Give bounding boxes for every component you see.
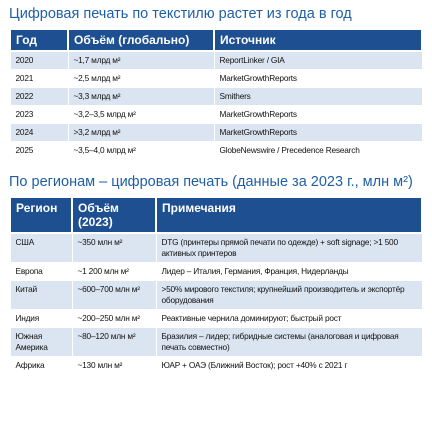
cell: ~80–120 млн м² bbox=[71, 327, 157, 357]
cell: 2023 bbox=[9, 105, 69, 124]
cell: ~1 200 млн м² bbox=[71, 262, 157, 281]
cell: ЮАР + ОАЭ (Ближний Восток); рост +40% с … bbox=[155, 356, 423, 375]
cell: ~2,5 млрд м² bbox=[67, 69, 215, 88]
row: Африка ~130 млн м² ЮАР + ОАЭ (Ближний Вост… bbox=[9, 356, 423, 375]
header-cell: Регион bbox=[9, 196, 73, 234]
cell: 2025 bbox=[9, 141, 69, 160]
cell: Южная Америка bbox=[9, 327, 73, 357]
header-text: Объём (2023) bbox=[78, 201, 119, 229]
regional-table: Регион Объём (2023) Примечания США ~350 млн … bbox=[9, 196, 423, 375]
cell: США bbox=[9, 232, 73, 263]
cell: ~3,5–4,0 млрд м² bbox=[67, 141, 215, 160]
cell: GlobeNewswire / Precedence Research bbox=[213, 141, 423, 160]
cell: MarketGrowthReports bbox=[213, 105, 423, 124]
header-text: Источник bbox=[220, 33, 276, 47]
header-cell: Объём (2023) bbox=[71, 196, 157, 234]
cell: Реактивные чернила доминируют; быстрый р… bbox=[155, 309, 423, 328]
header-text: Примечания bbox=[162, 201, 236, 215]
cell: ReportLinker / GIA bbox=[213, 50, 423, 70]
cell: ~600–700 млн м² bbox=[71, 280, 157, 310]
row: Индия ~200–250 млн м² Реактивные чернила д… bbox=[9, 309, 423, 328]
cell: ~3,2–3,5 млрд м² bbox=[67, 105, 215, 124]
row: 2025 ~3,5–4,0 млрд м² GlobeNewswire / Prec… bbox=[9, 141, 423, 160]
cell: >50% мирового текстиля; крупнейший произ… bbox=[155, 280, 423, 310]
cell: ~350 млн м² bbox=[71, 232, 157, 263]
yearly-table: Год Объём (глобально) Источник 2020 ~1,7 млр… bbox=[9, 28, 423, 160]
row: 2024 >3,2 млрд м² MarketGrowthReports bbox=[9, 123, 423, 142]
cell: MarketGrowthReports bbox=[213, 123, 423, 142]
row: Европа ~1 200 млн м² Лидер – Италия, Герма… bbox=[9, 262, 423, 281]
row: 2022 ~3,3 млрд м² Smithers bbox=[9, 87, 423, 106]
header-row: Год Объём (глобально) Источник bbox=[9, 28, 423, 52]
header-cell: Год bbox=[9, 28, 69, 52]
header-text: Год bbox=[16, 33, 37, 47]
header-cell: Объём (глобально) bbox=[67, 28, 215, 52]
cell: 2021 bbox=[9, 69, 69, 88]
cell: 2022 bbox=[9, 87, 69, 106]
cell: DTG (принтеры прямой печати по одежде) +… bbox=[155, 232, 423, 263]
cell: Лидер – Италия, Германия, Франция, Нидер… bbox=[155, 262, 423, 281]
title: Цифровая печать по текстилю растет из го… bbox=[9, 6, 352, 22]
title2: По регионам – цифровая печать (данные за… bbox=[9, 174, 413, 190]
cell: >3,2 млрд м² bbox=[67, 123, 215, 142]
row: США ~350 млн м² DTG (принтеры прямой печат… bbox=[9, 232, 423, 263]
row: 2020 ~1,7 млрд м² ReportLinker / GIA bbox=[9, 50, 423, 70]
cell: ~1,7 млрд м² bbox=[67, 50, 215, 70]
row: 2023 ~3,2–3,5 млрд м² MarketGrowthReports bbox=[9, 105, 423, 124]
cell: ~3,3 млрд м² bbox=[67, 87, 215, 106]
header-cell: Примечания bbox=[155, 196, 423, 234]
cell: Smithers bbox=[213, 87, 423, 106]
header-text: Объём (глобально) bbox=[74, 33, 190, 47]
cell: ~200–250 млн м² bbox=[71, 309, 157, 328]
row: Южная Америка ~80–120 млн м² Бразилия – ли… bbox=[9, 327, 423, 357]
cell: Африка bbox=[9, 356, 73, 375]
row: 2021 ~2,5 млрд м² MarketGrowthReports bbox=[9, 69, 423, 88]
cell: ~130 млн м² bbox=[71, 356, 157, 375]
cell: 2024 bbox=[9, 123, 69, 142]
cell: Китай bbox=[9, 280, 73, 310]
cell: 2020 bbox=[9, 50, 69, 70]
cell: Европа bbox=[9, 262, 73, 281]
header-row: Регион Объём (2023) Примечания bbox=[9, 196, 423, 234]
cell: MarketGrowthReports bbox=[213, 69, 423, 88]
row: Китай ~600–700 млн м² >50% мирового тексти… bbox=[9, 280, 423, 310]
header-text: Регион bbox=[16, 201, 58, 215]
cell: Бразилия – лидер; гибридные системы (ана… bbox=[155, 327, 423, 357]
header-cell: Источник bbox=[213, 28, 423, 52]
cell: Индия bbox=[9, 309, 73, 328]
